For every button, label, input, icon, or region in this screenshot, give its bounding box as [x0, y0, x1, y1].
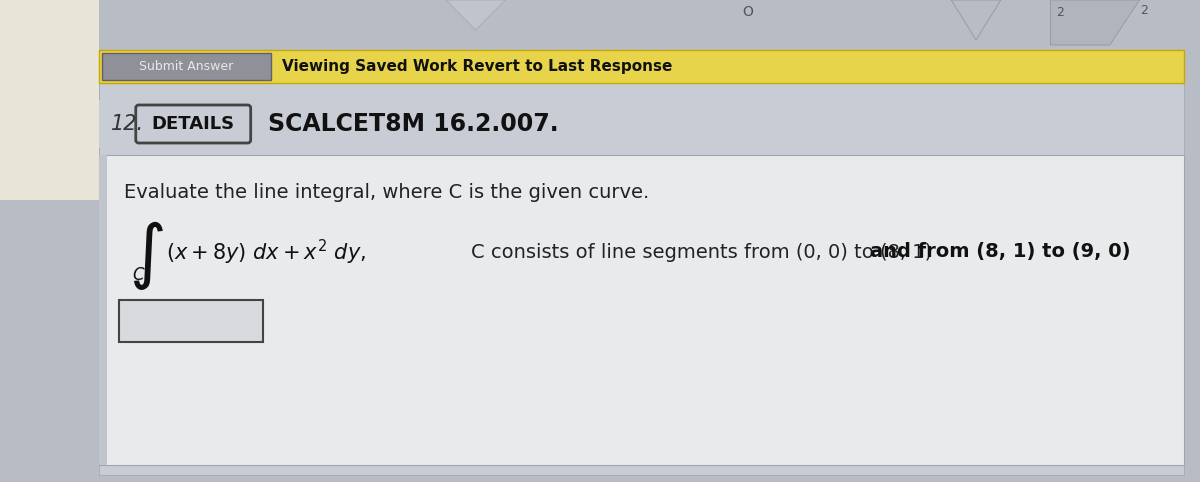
FancyBboxPatch shape	[136, 105, 251, 143]
Text: SCALCET8M 16.2.007.: SCALCET8M 16.2.007.	[268, 112, 558, 136]
FancyBboxPatch shape	[0, 0, 100, 200]
Text: Viewing Saved Work Revert to Last Response: Viewing Saved Work Revert to Last Respon…	[282, 59, 673, 75]
Text: O: O	[743, 5, 754, 19]
Polygon shape	[446, 0, 505, 30]
FancyBboxPatch shape	[119, 300, 263, 342]
Polygon shape	[952, 0, 1001, 40]
Text: $(x + 8y)\ dx + x^2\ dy,$: $(x + 8y)\ dx + x^2\ dy,$	[167, 238, 367, 267]
Text: 12.: 12.	[110, 114, 144, 134]
FancyBboxPatch shape	[102, 53, 270, 80]
FancyBboxPatch shape	[100, 155, 1184, 465]
Polygon shape	[1050, 0, 1140, 45]
Text: Submit Answer: Submit Answer	[139, 61, 234, 73]
Text: and from (8, 1) to (9, 0): and from (8, 1) to (9, 0)	[870, 242, 1130, 262]
Text: $\int$: $\int$	[130, 218, 164, 292]
Text: $C$: $C$	[132, 266, 145, 284]
FancyBboxPatch shape	[100, 155, 107, 465]
FancyBboxPatch shape	[100, 100, 1184, 148]
Text: C consists of line segments from (0, 0) to (8, 1): C consists of line segments from (0, 0) …	[470, 242, 938, 262]
FancyBboxPatch shape	[100, 460, 1184, 463]
FancyBboxPatch shape	[100, 50, 1184, 475]
Text: 2: 2	[1140, 3, 1148, 16]
Text: DETAILS: DETAILS	[151, 115, 235, 133]
FancyBboxPatch shape	[100, 50, 1184, 83]
Text: Evaluate the line integral, where C is the given curve.: Evaluate the line integral, where C is t…	[124, 183, 649, 201]
Text: 2: 2	[1056, 5, 1064, 18]
